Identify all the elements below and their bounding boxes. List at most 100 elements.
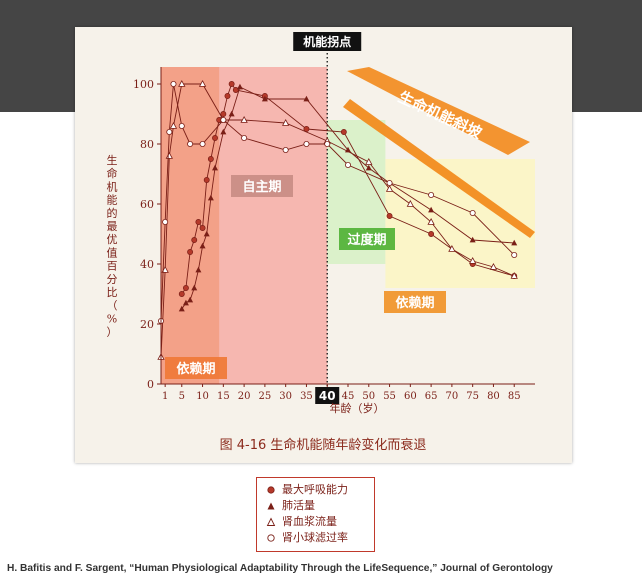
x-tick-label: 60 xyxy=(404,391,417,402)
data-point xyxy=(427,217,435,225)
data-point xyxy=(511,239,518,246)
data-point xyxy=(468,256,477,264)
legend-marker-filled-circle xyxy=(267,486,275,494)
data-point xyxy=(386,213,393,219)
x-tick-label: 20 xyxy=(238,391,251,402)
data-point xyxy=(428,231,435,237)
x-tick-label: 5 xyxy=(179,391,185,402)
legend-item-1: 肺活量 xyxy=(266,498,374,514)
data-point xyxy=(344,161,351,168)
legend-item-3: 肾小球滤过率 xyxy=(266,530,374,546)
data-point xyxy=(207,194,214,201)
series-line xyxy=(160,83,515,358)
stage-label-transition: 过度期 xyxy=(347,232,386,248)
data-point xyxy=(207,156,214,162)
stage-label-dependent-early: 依赖期 xyxy=(176,361,215,377)
data-point xyxy=(178,123,185,130)
y-tick-label: 60 xyxy=(140,198,154,211)
data-point xyxy=(511,251,518,258)
x-tick-label: 70 xyxy=(446,391,459,402)
data-point xyxy=(324,141,331,148)
data-point xyxy=(182,285,189,291)
data-point xyxy=(489,262,498,270)
data-point xyxy=(199,141,206,148)
legend: 最大呼吸能力 肺活量 肾血浆流量 肾小球滤过率 xyxy=(256,477,375,552)
data-point xyxy=(365,157,373,165)
stage-label-dependent-late-box xyxy=(384,291,446,313)
data-point xyxy=(170,81,177,88)
x-tick-label: 65 xyxy=(425,391,438,402)
inflection-tick-label: 40 xyxy=(319,389,336,403)
data-point xyxy=(303,141,310,148)
data-point xyxy=(187,249,194,255)
data-point xyxy=(195,219,202,225)
data-point xyxy=(510,271,518,279)
data-point xyxy=(428,206,435,213)
x-tick-label: 75 xyxy=(466,391,479,402)
legend-item-2: 肾血浆流量 xyxy=(266,514,374,530)
series-line xyxy=(181,86,515,310)
data-point xyxy=(469,209,476,216)
y-tick-label: 100 xyxy=(133,78,154,91)
chart-card: 生命机能斜坡 0 20 40 60 80 100 1 5 10 15 20 25 30 35 45 50 55 6… xyxy=(75,27,572,463)
x-tick-label: 30 xyxy=(279,391,292,402)
data-point xyxy=(241,135,248,142)
data-point xyxy=(232,87,239,93)
data-point xyxy=(386,179,393,186)
data-point xyxy=(406,199,415,207)
series-2 xyxy=(157,79,518,360)
stage-label-transition-box xyxy=(339,228,395,250)
stage-label-autonomous: 自主期 xyxy=(242,179,281,195)
data-point xyxy=(187,296,194,303)
inflection-label: 机能拐点 xyxy=(303,34,351,49)
data-point xyxy=(187,141,194,148)
x-tick-label: 55 xyxy=(383,391,396,402)
x-tick-label: 1 xyxy=(162,391,168,402)
legend-marker-open-circle xyxy=(267,534,275,542)
legend-marker-filled-triangle xyxy=(267,502,275,510)
data-point xyxy=(191,237,198,243)
data-point xyxy=(448,244,456,252)
x-tick-label: 85 xyxy=(508,391,521,402)
data-point xyxy=(281,118,290,126)
data-point xyxy=(385,184,394,192)
x-tick-label: 10 xyxy=(196,391,209,402)
inflection-label-box xyxy=(293,32,362,51)
legend-item-0: 最大呼吸能力 xyxy=(266,482,374,498)
y-tick-label: 80 xyxy=(140,138,154,151)
data-point xyxy=(240,115,248,123)
data-point xyxy=(282,147,289,154)
x-tick-label: 35 xyxy=(300,391,313,402)
decline-bar-thin xyxy=(343,99,535,238)
data-point xyxy=(212,135,218,141)
legend-label: 最大呼吸能力 xyxy=(282,483,348,496)
data-point xyxy=(220,117,227,124)
stage-label-dependent-late: 依赖期 xyxy=(395,295,434,311)
legend-marker-open-triangle xyxy=(266,517,276,526)
data-point xyxy=(428,191,435,198)
data-point xyxy=(220,111,227,117)
x-tick-label: 50 xyxy=(362,391,375,402)
data-point xyxy=(224,93,231,99)
data-point xyxy=(195,266,202,273)
x-tick-label: 25 xyxy=(259,391,272,402)
series-1 xyxy=(178,83,518,312)
stage-label-autonomous-box xyxy=(231,175,293,197)
x-tick-label: 15 xyxy=(217,391,230,402)
chart-title: 图 4-16 生命机能随年龄变化而衰退 xyxy=(220,437,427,453)
data-point xyxy=(162,218,169,225)
y-tick-label: 0 xyxy=(147,378,154,391)
y-axis-title: 生命机能的最优值百分比（%） xyxy=(107,153,118,339)
series-3 xyxy=(158,81,518,324)
source-credit: H. Bafitis and F. Sargent, “Human Physio… xyxy=(7,563,553,574)
data-point xyxy=(178,291,185,297)
data-point xyxy=(166,129,173,136)
legend-label: 肺活量 xyxy=(282,499,315,512)
y-tick-label: 40 xyxy=(140,258,154,271)
data-point xyxy=(469,236,476,243)
decline-bar-thick xyxy=(347,67,530,155)
data-point xyxy=(169,121,178,129)
data-point xyxy=(161,265,169,273)
data-point xyxy=(199,225,206,231)
